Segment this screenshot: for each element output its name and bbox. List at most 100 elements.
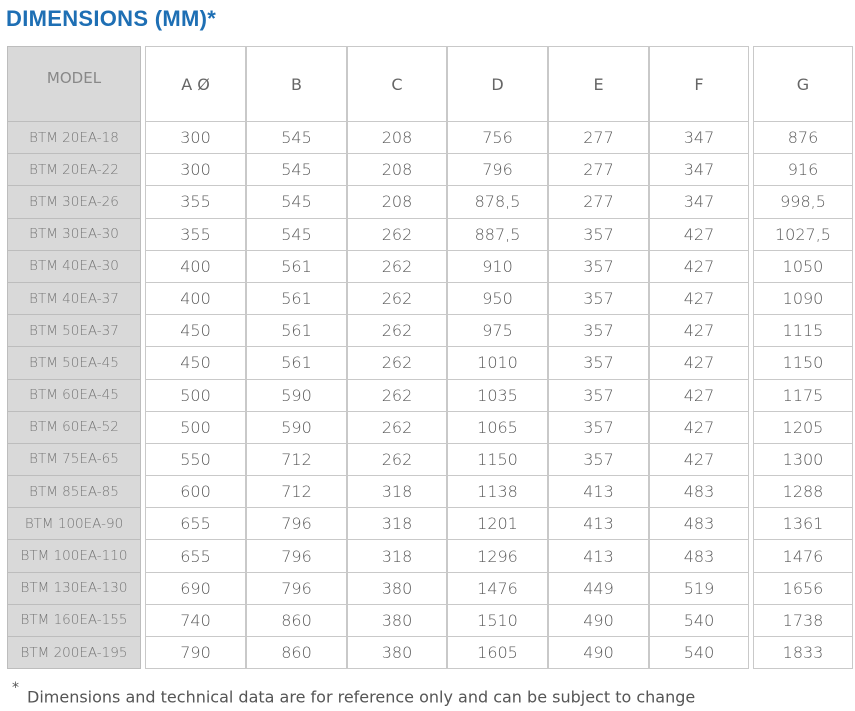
- table-cell: 427: [650, 410, 748, 443]
- table-cell: 262: [348, 217, 446, 250]
- dimension-column: F 347 347 347 427 427 427 427 427 427 427 427 483 483…: [649, 46, 749, 670]
- table-cell: 347: [650, 185, 748, 217]
- table-cell: 450: [146, 346, 245, 378]
- model-cell: BTM 30EA-26: [8, 185, 140, 217]
- table-cell: 277: [549, 185, 648, 217]
- table-cell: 277: [549, 153, 648, 185]
- table-cell: 1605: [448, 636, 547, 668]
- table-cell: 878,5: [448, 185, 547, 217]
- model-cell: BTM 50EA-37: [8, 314, 140, 346]
- column-header: E: [593, 74, 604, 94]
- table-cell: 561: [247, 346, 346, 378]
- table-cell: 450: [146, 314, 245, 346]
- table-cell: 1476: [754, 539, 852, 571]
- table-cell: 490: [549, 636, 648, 668]
- table-cell: 1065: [448, 410, 547, 443]
- table-cell: 600: [146, 475, 245, 507]
- table-cell: 208: [348, 185, 446, 217]
- table-cell: 998,5: [754, 185, 852, 217]
- model-cell: BTM 85EA-85: [8, 475, 140, 507]
- column-header: G: [796, 74, 810, 94]
- table-cell: 1833: [754, 636, 852, 668]
- table-cell: 355: [146, 185, 245, 217]
- table-cell: 910: [448, 249, 547, 282]
- table-cell: 208: [348, 153, 446, 185]
- table-cell: 427: [650, 346, 748, 378]
- table-cell: 1361: [754, 507, 852, 539]
- dimension-column: C 208 208 208 262 262 262 262 262 262 262 262 318 318…: [347, 46, 447, 670]
- table-cell: 427: [650, 281, 748, 314]
- model-cell: BTM 60EA-52: [8, 410, 140, 443]
- table-cell: 540: [650, 636, 748, 668]
- table-cell: 1138: [448, 475, 547, 507]
- table-cell: 355: [146, 217, 245, 250]
- table-cell: 740: [146, 603, 245, 636]
- column-header: A Ø: [181, 74, 210, 94]
- table-cell: 318: [348, 539, 446, 571]
- table-cell: 380: [348, 603, 446, 636]
- model-cell: BTM 20EA-18: [8, 121, 140, 153]
- table-cell: 347: [650, 153, 748, 185]
- column-header: C: [391, 74, 403, 94]
- table-cell: 500: [146, 410, 245, 443]
- table-cell: 540: [650, 603, 748, 636]
- model-cell: BTM 100EA-90: [8, 507, 140, 539]
- table-cell: 1115: [754, 314, 852, 346]
- table-cell: 413: [549, 507, 648, 539]
- table-cell: 400: [146, 249, 245, 282]
- table-cell: 300: [146, 153, 245, 185]
- table-cell: 796: [247, 507, 346, 539]
- table-cell: 262: [348, 314, 446, 346]
- model-cell: BTM 160EA-155: [8, 603, 140, 636]
- dimension-column: B 545 545 545 545 561 561 561 561 590 590 712 712 796…: [246, 46, 347, 670]
- dimension-column: A Ø 300 300 355 355 400 400 450 450 500 500 550 600 6…: [145, 46, 246, 670]
- table-cell: 427: [650, 378, 748, 411]
- table-cell: 1035: [448, 378, 547, 411]
- table-cell: 545: [247, 185, 346, 217]
- dimension-column: D 756 796 878,5 887,5 910 950 975 1010 1035 1065 11…: [447, 46, 548, 670]
- table-cell: 427: [650, 314, 748, 346]
- table-cell: 1205: [754, 410, 852, 443]
- table-cell: 561: [247, 249, 346, 282]
- table-cell: 1150: [448, 442, 547, 475]
- table-cell: 277: [549, 121, 648, 153]
- table-cell: 790: [146, 636, 245, 668]
- table-cell: 427: [650, 217, 748, 250]
- model-cell: BTM 75EA-65: [8, 442, 140, 475]
- table-cell: 1010: [448, 346, 547, 378]
- table-cell: 545: [247, 121, 346, 153]
- table-cell: 796: [448, 153, 547, 185]
- table-cell: 712: [247, 442, 346, 475]
- table-cell: 357: [549, 410, 648, 443]
- table-cell: 262: [348, 346, 446, 378]
- table-cell: 690: [146, 571, 245, 604]
- table-cell: 357: [549, 217, 648, 250]
- page-title: DIMENSIONS (MM)*: [6, 6, 217, 31]
- model-cell: BTM 200EA-195: [8, 636, 140, 668]
- table-cell: 975: [448, 314, 547, 346]
- table-cell: 357: [549, 346, 648, 378]
- table-cell: 1656: [754, 571, 852, 604]
- table-cell: 262: [348, 442, 446, 475]
- table-cell: 500: [146, 378, 245, 411]
- column-header: B: [291, 74, 302, 94]
- model-cell: BTM 30EA-30: [8, 217, 140, 250]
- table-cell: 380: [348, 571, 446, 604]
- table-cell: 483: [650, 475, 748, 507]
- model-cell: BTM 50EA-45: [8, 346, 140, 378]
- footnote-marker: *: [12, 680, 19, 696]
- table-cell: 490: [549, 603, 648, 636]
- table-cell: 887,5: [448, 217, 547, 250]
- table-cell: 318: [348, 507, 446, 539]
- model-cell: BTM 40EA-37: [8, 281, 140, 314]
- table-cell: 860: [247, 603, 346, 636]
- table-cell: 876: [754, 121, 852, 153]
- table-cell: 483: [650, 539, 748, 571]
- table-cell: 1296: [448, 539, 547, 571]
- table-cell: 545: [247, 217, 346, 250]
- table-cell: 347: [650, 121, 748, 153]
- table-cell: 357: [549, 249, 648, 282]
- table-cell: 300: [146, 121, 245, 153]
- table-cell: 916: [754, 153, 852, 185]
- table-cell: 561: [247, 281, 346, 314]
